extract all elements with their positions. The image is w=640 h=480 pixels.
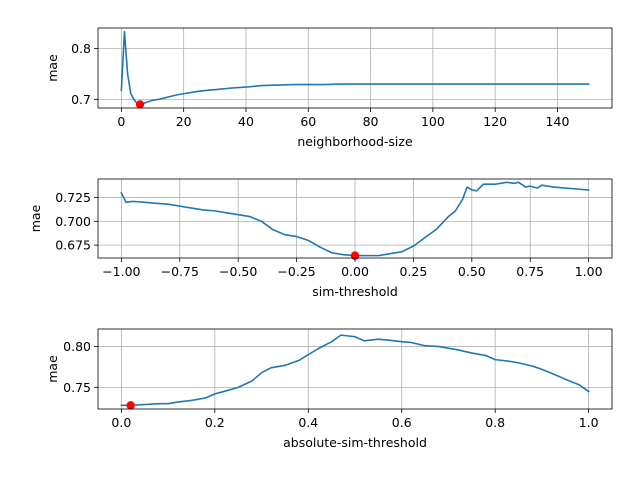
x-tick-label: 0.50 <box>458 264 486 279</box>
chart-panel-2: −1.00 −0.75 −0.50 −0.25 0.00 0.25 0.50 0.75 1.00… <box>28 178 613 299</box>
minimum-marker <box>126 401 135 410</box>
minimum-marker <box>135 100 145 109</box>
x-tick-label: 0.0 <box>111 415 131 430</box>
y-tick-label: 0.7 <box>71 92 91 107</box>
x-tick-label: 0.6 <box>392 415 412 430</box>
x-axis-label: absolute-sim-threshold <box>283 435 427 450</box>
y-tick-label: 0.725 <box>55 190 91 205</box>
x-tick-label: −0.50 <box>219 264 257 279</box>
x-tick-label: 0.25 <box>399 264 427 279</box>
chart-panel-3: 0.0 0.2 0.4 0.6 0.8 1.0 0.75 0.80 absolute-sim-t… <box>45 328 613 450</box>
y-axis-label: mae <box>45 54 60 82</box>
x-axis-label: sim-threshold <box>312 284 398 299</box>
x-tick-label: 0.4 <box>298 415 318 430</box>
x-axis-label: neighborhood-size <box>297 134 413 149</box>
y-tick-label: 0.700 <box>55 214 91 229</box>
x-tick-label: 80 <box>363 114 379 129</box>
mae-series-line <box>120 181 590 257</box>
x-tick-label: 1.0 <box>579 415 599 430</box>
x-tick-label: 1.00 <box>575 264 603 279</box>
plot-area <box>98 329 612 409</box>
x-tick-label: 0.00 <box>341 264 369 279</box>
y-tick-label: 0.675 <box>55 238 91 253</box>
mae-series-line <box>120 334 590 407</box>
axes-frame <box>97 27 613 109</box>
x-tick-label: 0 <box>117 114 125 129</box>
y-tick-label: 0.80 <box>63 339 91 354</box>
x-tick-label: 140 <box>546 114 570 129</box>
x-tick-label: −1.00 <box>102 264 140 279</box>
x-tick-label: −0.75 <box>161 264 199 279</box>
y-tick-label: 0.75 <box>63 380 91 395</box>
y-axis-label: mae <box>45 355 60 383</box>
x-tick-label: −0.25 <box>277 264 315 279</box>
axes-frame <box>97 328 613 410</box>
x-tick-label: 120 <box>483 114 507 129</box>
chart-panel-1: 0 20 40 60 80 100 120 140 0.7 0.8 neighborhood-siz… <box>45 27 613 149</box>
x-tick-label: 0.8 <box>485 415 505 430</box>
x-tick-label: 0.75 <box>516 264 544 279</box>
y-tick-label: 0.8 <box>71 41 91 56</box>
x-tick-label: 0.2 <box>205 415 225 430</box>
x-tick-label: 20 <box>176 114 192 129</box>
x-tick-label: 40 <box>238 114 254 129</box>
y-axis-label: mae <box>28 204 43 232</box>
x-tick-label: 60 <box>300 114 316 129</box>
x-tick-label: 100 <box>421 114 445 129</box>
